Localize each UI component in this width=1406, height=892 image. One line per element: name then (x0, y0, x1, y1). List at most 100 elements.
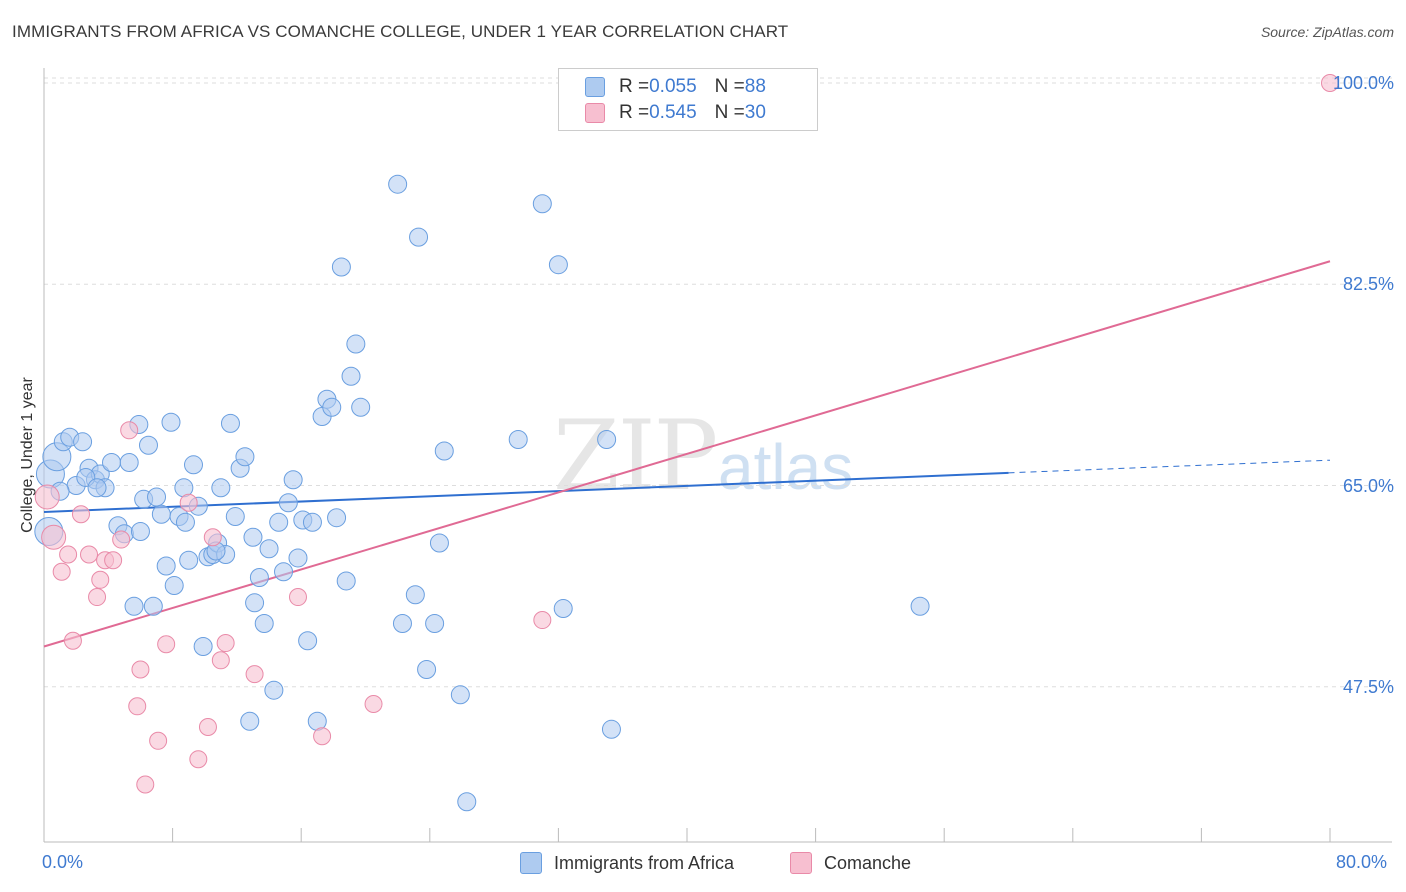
grid-lines (44, 77, 1392, 688)
data-point-africa (409, 227, 429, 247)
data-point-africa (164, 576, 184, 596)
legend-n-value: 88 (744, 76, 766, 97)
data-point-comanche (203, 528, 222, 547)
data-point-africa (601, 719, 621, 739)
data-point-comanche (59, 545, 78, 564)
data-point-africa (274, 562, 294, 582)
data-point-africa (225, 507, 245, 527)
data-point-africa (298, 631, 318, 651)
data-point-comanche (112, 530, 131, 549)
data-point-africa (405, 585, 425, 605)
data-point-africa (283, 470, 303, 490)
data-point-comanche (364, 695, 383, 713)
data-point-africa (151, 504, 171, 524)
data-point-africa (138, 435, 158, 455)
data-point-africa (327, 508, 347, 528)
legend-r-label: R = (619, 76, 650, 97)
data-point-comanche (198, 718, 217, 736)
data-point-comanche (80, 545, 99, 564)
data-point-africa (269, 512, 289, 532)
data-point-africa (278, 493, 298, 513)
watermark-zip: ZIP (553, 400, 718, 512)
data-point-africa (102, 453, 122, 472)
legend-row-comanche: R = 0.545 N = 30 (585, 101, 766, 125)
data-point-africa (124, 596, 144, 616)
data-point-africa (259, 539, 279, 559)
data-point-comanche (41, 524, 67, 550)
legend-r-value: 0.545 (649, 102, 697, 123)
source-label: Source: ZipAtlas.com (1260, 24, 1394, 40)
data-point-africa (156, 556, 176, 576)
data-point-africa (450, 685, 470, 705)
data-point-africa (179, 550, 199, 570)
data-point-africa (211, 478, 231, 498)
data-point-africa (240, 711, 260, 731)
bottom-legend-swatch-blue (520, 852, 542, 874)
data-point-comanche (136, 775, 155, 794)
chart-title: IMMIGRANTS FROM AFRICA VS COMANCHE COLLE… (12, 22, 789, 41)
data-point-africa (508, 430, 528, 449)
legend-r-label: R = (619, 102, 650, 123)
data-point-africa (243, 527, 263, 547)
legend-n-value: 30 (744, 102, 766, 123)
data-point-comanche (131, 660, 150, 679)
data-point-africa (322, 397, 342, 417)
data-point-africa (183, 455, 203, 475)
data-point-comanche (52, 562, 71, 581)
data-point-africa (910, 596, 930, 616)
data-point-comanche (71, 505, 90, 524)
series-africa-points (34, 174, 930, 812)
data-point-comanche (288, 588, 307, 607)
legend-swatch-blue (585, 77, 605, 97)
watermark-atlas: atlas (718, 431, 854, 503)
y-tick-label: 100.0% (1332, 73, 1394, 93)
data-point-comanche (34, 484, 60, 510)
data-point-africa (553, 599, 573, 619)
data-point-africa (425, 614, 445, 633)
data-point-comanche (211, 651, 230, 670)
trend-line-africa-extension (1008, 459, 1331, 474)
data-point-comanche (128, 697, 147, 716)
data-point-africa (245, 593, 265, 613)
data-point-comanche (88, 588, 107, 607)
data-point-africa (249, 568, 269, 587)
bottom-legend-comanche: Comanche (790, 852, 911, 874)
legend: R = 0.055 N = 88 R = 0.545 N = 30 (558, 68, 818, 131)
data-point-africa (429, 533, 449, 553)
legend-n-label: N = (714, 76, 745, 97)
data-point-africa (73, 432, 93, 452)
data-point-africa (388, 174, 408, 194)
data-point-africa (254, 614, 274, 633)
data-point-africa (548, 255, 568, 275)
data-point-comanche (157, 635, 176, 654)
data-point-comanche (245, 665, 264, 684)
data-point-africa (147, 487, 167, 507)
data-point-africa (331, 257, 351, 277)
data-point-africa (220, 413, 240, 433)
data-point-africa (87, 478, 107, 498)
data-point-comanche (91, 570, 110, 589)
bottom-legend-africa: Immigrants from Africa (520, 852, 734, 874)
legend-row-africa: R = 0.055 N = 88 (585, 75, 766, 99)
data-point-comanche (120, 421, 139, 440)
data-point-comanche (149, 731, 168, 750)
x-tick-label-min: 0.0% (42, 852, 84, 872)
data-point-africa (392, 614, 412, 633)
legend-swatch-pink (585, 103, 605, 123)
data-point-africa (119, 453, 139, 472)
legend-r-value: 0.055 (649, 76, 697, 97)
data-point-africa (302, 512, 322, 532)
data-point-comanche (216, 634, 235, 653)
data-point-africa (161, 412, 181, 432)
data-point-africa (341, 366, 361, 386)
data-point-africa (417, 660, 437, 679)
bottom-legend-label-africa: Immigrants from Africa (554, 852, 735, 873)
data-point-africa (336, 571, 356, 591)
legend-n-label: N = (714, 102, 745, 123)
data-point-comanche (1321, 74, 1339, 92)
data-point-africa (434, 441, 454, 461)
data-point-africa (264, 680, 284, 700)
bottom-legend-label-comanche: Comanche (824, 852, 912, 873)
data-point-comanche (104, 551, 123, 570)
bottom-legend-swatch-pink (790, 852, 812, 874)
